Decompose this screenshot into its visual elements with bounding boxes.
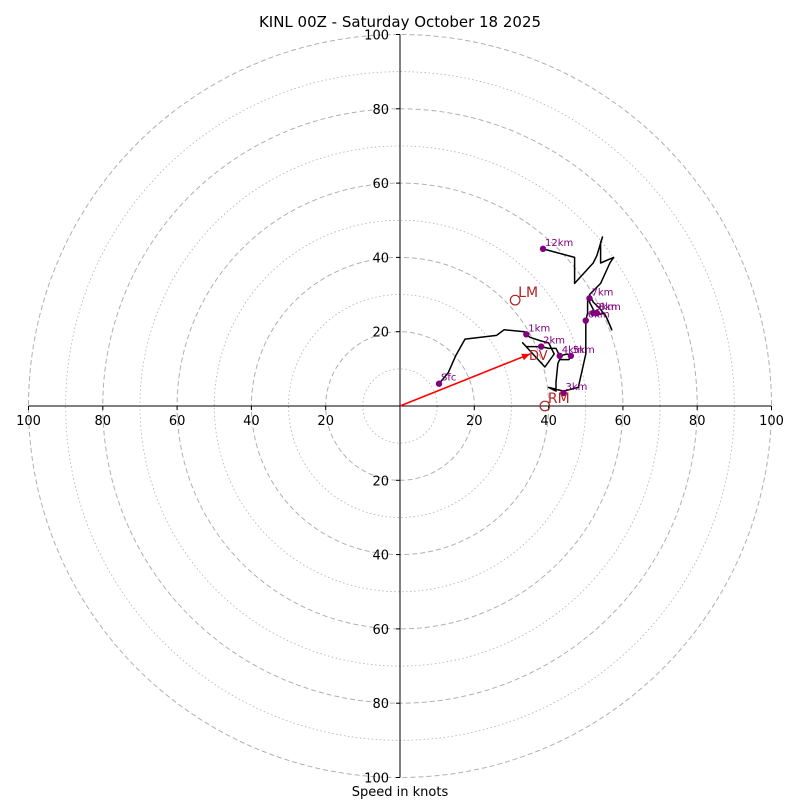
mean-wind-label: DV [529,349,548,364]
height-marker-point [539,245,547,253]
height-marker-point [567,352,575,360]
height-marker-label: 3km [565,382,587,393]
chart-title: KINL 00Z - Saturday October 18 2025 [259,13,541,31]
height-marker-point [523,331,530,338]
height-marker-label: 4km [562,345,584,356]
x-tick-label: 40 [243,414,260,429]
height-marker-label: 2km [543,336,565,347]
height-markers: Sfc1km2km3km4km5km6km7km8km9km12km [435,238,621,397]
height-marker-label: 7km [591,287,613,298]
y-tick-label: 60 [372,623,389,638]
x-tick-label: 80 [95,414,112,429]
x-tick-label: 100 [759,414,784,429]
storm-motion-label: RM [548,391,570,407]
height-marker-point [586,295,593,302]
y-tick-label: 60 [372,177,389,192]
height-marker-point [435,380,443,387]
mean-wind-arrow-head [521,353,531,361]
axis-ticks: 100 100 80 80 60 60 40 40 20 20 20 20 40 40 60 60 80 80 10… [16,29,784,787]
storm-motion-marker [509,294,521,306]
x-tick-label: 20 [317,414,334,429]
height-marker-label: 8km [599,302,621,313]
mean-wind-arrow-shaft [399,353,531,407]
hodograph-trace-line [438,236,615,392]
x-tick-label: 60 [615,414,632,429]
height-marker-point [560,389,567,397]
hodograph-trace-layer [438,236,615,392]
height-marker-label: 12km [545,238,573,249]
y-tick-label: 100 [364,29,389,44]
y-tick-label: 100 [364,772,389,787]
arrow-layer: DV [399,349,548,407]
x-tick-label: 20 [466,414,483,429]
height-marker-label: 1km [528,323,550,334]
y-tick-label: 20 [372,474,389,489]
x-tick-label: 80 [689,414,706,429]
height-marker-point [589,309,597,317]
y-tick-label: 40 [372,549,389,564]
y-tick-label: 80 [372,103,389,118]
y-tick-label: 80 [372,697,389,712]
x-axis-label: Speed in knots [352,785,449,800]
storm-motion-markers: LM RM [509,285,570,412]
storm-motion-marker [539,400,551,412]
height-marker-point [582,317,589,324]
height-marker-label: 5km [573,345,595,356]
x-tick-label: 40 [540,414,557,429]
height-marker-label: 9km [595,302,617,313]
x-tick-label: 60 [169,414,186,429]
y-tick-label: 40 [372,251,389,266]
height-marker-point [537,343,545,350]
height-marker-label: Sfc [441,373,456,384]
storm-motion-label: LM [518,285,538,301]
x-tick-label: 100 [16,414,41,429]
height-marker-point [556,352,563,360]
y-tick-label: 20 [372,326,389,341]
